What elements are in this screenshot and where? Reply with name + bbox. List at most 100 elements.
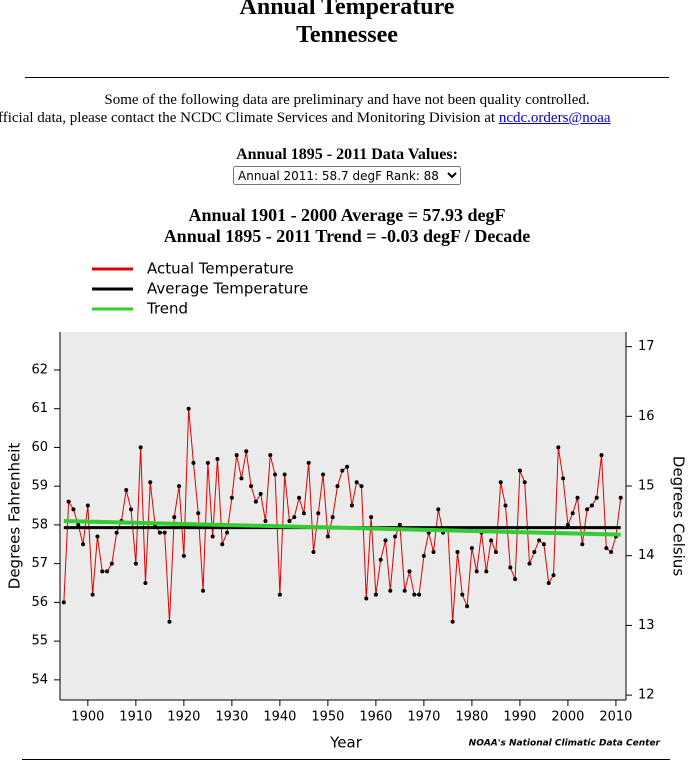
data-point	[575, 495, 580, 500]
average-text: Annual 1901 - 2000 Average = 57.93 degF	[188, 205, 506, 225]
data-point	[268, 453, 273, 458]
x-tick-label: 1900	[71, 710, 104, 725]
data-point	[148, 480, 153, 485]
data-point	[129, 507, 134, 512]
x-axis-label: Year	[329, 734, 363, 752]
data-point	[369, 515, 374, 520]
y2-tick-label: 13	[638, 618, 655, 633]
data-point	[541, 542, 546, 547]
data-point	[191, 460, 196, 465]
data-point	[412, 592, 417, 597]
divider	[25, 77, 669, 78]
y-tick-label: 54	[31, 672, 48, 687]
data-point	[321, 472, 326, 477]
data-point	[162, 530, 167, 535]
data-point	[196, 511, 201, 516]
data-point	[393, 534, 398, 539]
data-point	[585, 507, 590, 512]
data-point	[61, 600, 66, 605]
data-point	[417, 592, 422, 597]
data-point	[71, 507, 76, 512]
data-point	[325, 534, 330, 539]
data-point	[599, 453, 604, 458]
data-point	[388, 588, 393, 593]
y2-tick-label: 16	[638, 409, 655, 424]
data-point	[249, 484, 254, 489]
data-point	[157, 530, 162, 535]
data-point	[532, 550, 537, 555]
data-point	[383, 538, 388, 543]
page-subtitle: Tennessee	[296, 22, 398, 48]
select-label: Annual 1895 - 2011 Data Values:	[236, 146, 458, 163]
data-point	[282, 472, 287, 477]
data-point	[484, 569, 489, 574]
data-point	[349, 503, 354, 508]
data-point	[201, 588, 206, 593]
data-point	[450, 619, 455, 624]
y-tick-label: 58	[31, 517, 48, 532]
x-tick-label: 1910	[119, 710, 152, 725]
data-point	[517, 468, 522, 473]
data-point	[124, 488, 129, 493]
data-point	[522, 480, 527, 485]
data-point	[345, 464, 350, 469]
data-point	[287, 519, 292, 524]
data-point	[215, 457, 220, 462]
legend-label: Trend	[146, 300, 188, 318]
data-point	[508, 565, 513, 570]
y2-tick-label: 14	[638, 548, 655, 563]
data-point	[589, 503, 594, 508]
notice-text: fficial data, please contact the NCDC Cl…	[0, 110, 496, 126]
y2-tick-label: 15	[638, 479, 655, 494]
data-point	[90, 592, 95, 597]
x-tick-label: 2010	[599, 710, 632, 725]
data-point	[66, 499, 71, 504]
data-point	[354, 480, 359, 485]
y-axis-label: Degrees Fahrenheit	[6, 443, 24, 590]
data-point	[114, 530, 119, 535]
notice: Some of the following data are prelimina…	[104, 92, 590, 108]
data-point	[177, 484, 182, 489]
data-point	[258, 491, 263, 496]
x-tick-label: 1990	[503, 710, 536, 725]
data-point	[570, 511, 575, 516]
y-tick-label: 61	[31, 401, 48, 416]
data-point	[105, 569, 110, 574]
plot-background	[60, 332, 626, 700]
data-point	[109, 561, 114, 566]
data-point	[465, 604, 470, 609]
x-tick-label: 1940	[263, 710, 296, 725]
data-point	[402, 588, 407, 593]
data-point	[181, 553, 186, 558]
data-point	[604, 546, 609, 551]
data-point	[340, 468, 345, 473]
data-point	[81, 542, 86, 547]
y2-tick-label: 12	[638, 688, 655, 703]
divider	[22, 759, 670, 760]
x-tick-label: 1930	[215, 710, 248, 725]
data-point	[234, 453, 239, 458]
data-point	[489, 538, 494, 543]
data-point	[263, 519, 268, 524]
data-point	[210, 534, 215, 539]
data-point	[76, 522, 81, 527]
y-tick-label: 56	[31, 595, 48, 610]
y2-tick-label: 17	[638, 339, 655, 354]
page-title: Annual Temperature	[239, 0, 455, 20]
email-link[interactable]: ncdc.orders@noaa	[498, 110, 611, 126]
data-point	[436, 507, 441, 512]
data-point	[474, 569, 479, 574]
data-point	[513, 577, 518, 582]
data-point	[277, 592, 282, 597]
data-point	[167, 619, 172, 624]
x-tick-label: 1950	[311, 710, 344, 725]
year-select[interactable]: Annual 2011: 58.7 degF Rank: 88	[233, 166, 461, 185]
data-point	[460, 592, 465, 597]
data-point	[378, 557, 383, 562]
data-point	[239, 476, 244, 481]
credit: NOAA's National Climatic Data Center	[469, 739, 661, 749]
data-point	[503, 503, 508, 508]
data-point	[138, 445, 143, 450]
data-point	[297, 495, 302, 500]
